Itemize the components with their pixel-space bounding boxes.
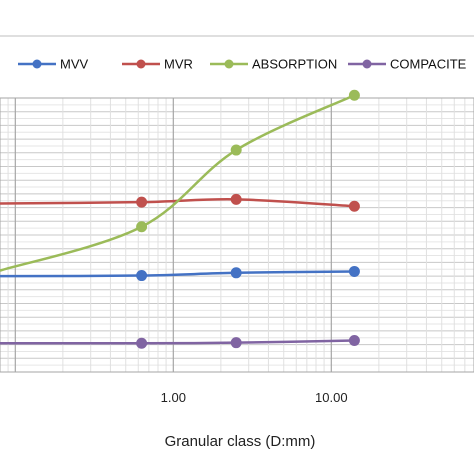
data-point-mvv [230,267,242,279]
legend-swatch-marker [362,59,372,69]
legend-label-mvv: MVV [60,57,89,72]
data-point-compacite [136,337,148,349]
series-mvv [0,265,360,282]
data-point-absorption [348,89,360,101]
series-line-absorption [0,94,355,272]
legend-swatch-marker [32,59,42,69]
data-point-absorption [230,144,242,156]
data-point-mvv [348,265,360,277]
plot-area-border [0,97,474,373]
legend-swatch-marker [136,59,146,69]
legend-item-absorption: ABSORPTION [210,57,337,72]
data-point-absorption [136,221,148,233]
data-point-compacite [348,334,360,346]
legend-label-mvr: MVR [164,57,193,72]
series-line-mvv [0,270,355,278]
legend-item-mvr: MVR [122,57,193,72]
data-point-mvr [348,200,360,212]
x-axis-title: Granular class (D:mm) [165,433,316,450]
x-tick-label: 1.00 [161,390,186,405]
legend-item-mvv: MVV [18,57,89,72]
x-tick-labels: 1.00 10.00 [161,390,348,405]
series-line-mvr [0,198,355,208]
series-line-compacite [0,339,355,345]
data-point-mvr [136,196,148,208]
series-layer [0,89,360,349]
legend-swatch-marker [224,59,234,69]
series-compacite [0,334,360,349]
legend-label-absorption: ABSORPTION [252,57,337,72]
data-point-mvr [230,193,242,205]
x-tick-label: 10.00 [315,390,348,405]
data-point-mvv [136,270,148,282]
legend: MVV MVR ABSORPTION COMPACITE [18,57,467,72]
series-mvr [0,193,360,212]
legend-item-compacite: COMPACITE [348,57,467,72]
legend-label-compacite: COMPACITE [390,57,467,72]
data-point-compacite [230,337,242,349]
series-absorption [0,89,360,272]
